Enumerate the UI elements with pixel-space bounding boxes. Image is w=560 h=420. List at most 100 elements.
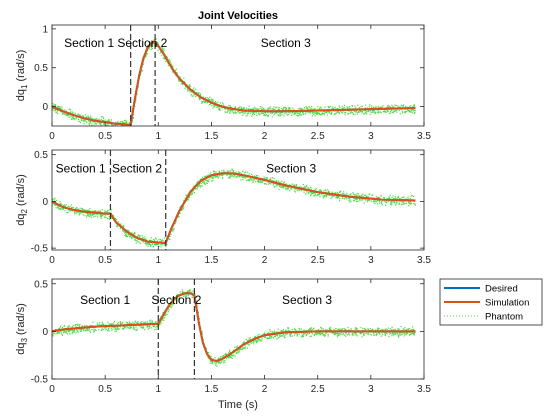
phantom-point — [86, 121, 88, 123]
phantom-point — [280, 335, 282, 337]
phantom-point — [304, 333, 306, 335]
phantom-point — [259, 181, 261, 183]
phantom-point — [156, 321, 158, 323]
phantom-point — [410, 195, 412, 197]
phantom-point — [282, 330, 284, 332]
phantom-point — [391, 201, 393, 203]
phantom-point — [245, 115, 247, 117]
phantom-point — [84, 325, 86, 327]
phantom-point — [70, 207, 72, 209]
phantom-point — [187, 197, 189, 199]
phantom-point — [261, 337, 263, 339]
phantom-point — [102, 119, 104, 122]
phantom-point — [344, 334, 346, 336]
phantom-point — [139, 74, 142, 76]
phantom-point — [349, 112, 351, 114]
phantom-point — [112, 326, 114, 328]
phantom-point — [255, 111, 258, 113]
phantom-point — [355, 111, 357, 113]
phantom-point — [71, 331, 74, 333]
phantom-point — [281, 114, 283, 116]
phantom-point — [199, 93, 201, 95]
phantom-point — [65, 114, 67, 116]
phantom-point — [313, 335, 316, 337]
phantom-point — [69, 109, 71, 111]
phantom-point — [260, 108, 262, 110]
phantom-point — [340, 190, 342, 192]
phantom-point — [100, 116, 102, 118]
phantom-point — [413, 106, 415, 108]
phantom-point — [357, 193, 360, 195]
phantom-point — [162, 47, 164, 49]
phantom-point — [125, 234, 127, 236]
phantom-point — [83, 118, 85, 120]
phantom-point — [302, 111, 305, 113]
phantom-point — [172, 71, 174, 73]
phantom-point — [400, 332, 402, 334]
phantom-point — [130, 236, 132, 238]
phantom-point — [356, 200, 358, 203]
phantom-point — [120, 323, 122, 325]
phantom-point — [319, 333, 321, 335]
phantom-point — [172, 304, 174, 306]
phantom-point — [84, 114, 86, 116]
phantom-point — [339, 200, 341, 202]
phantom-point — [298, 333, 300, 335]
phantom-point — [71, 206, 73, 209]
phantom-point — [70, 116, 72, 118]
x-tick-label: 1.5 — [204, 384, 218, 395]
phantom-point — [251, 179, 253, 181]
phantom-point — [293, 185, 296, 187]
phantom-point — [211, 363, 213, 365]
phantom-point — [61, 203, 63, 205]
phantom-point — [298, 327, 300, 329]
phantom-point — [278, 115, 280, 117]
phantom-point — [377, 106, 379, 108]
phantom-point — [305, 335, 307, 337]
phantom-point — [325, 332, 327, 334]
phantom-point — [126, 128, 127, 129]
phantom-point — [163, 50, 165, 52]
phantom-point — [267, 337, 269, 339]
phantom-point — [188, 196, 190, 198]
section-label-2: Section 2 — [117, 36, 167, 50]
phantom-point — [274, 113, 276, 115]
phantom-point — [288, 188, 290, 190]
phantom-point — [259, 106, 262, 108]
phantom-point — [265, 336, 267, 338]
phantom-point — [305, 334, 308, 336]
phantom-point — [209, 172, 211, 174]
phantom-point — [163, 48, 165, 50]
phantom-point — [325, 110, 328, 112]
phantom-point — [229, 177, 231, 179]
phantom-point — [68, 108, 70, 110]
phantom-point — [320, 108, 323, 110]
phantom-point — [197, 312, 199, 314]
phantom-point — [237, 111, 239, 113]
phantom-point — [253, 106, 255, 108]
phantom-point — [290, 335, 292, 337]
phantom-point — [59, 203, 61, 205]
phantom-point — [155, 40, 157, 42]
phantom-point — [59, 203, 61, 205]
phantom-point — [125, 127, 126, 128]
phantom-point — [106, 120, 108, 122]
phantom-point — [179, 206, 181, 209]
phantom-point — [219, 109, 221, 111]
phantom-point — [173, 227, 175, 229]
phantom-point — [90, 214, 92, 216]
phantom-point — [103, 122, 105, 124]
phantom-point — [294, 191, 296, 193]
phantom-point — [280, 182, 282, 184]
phantom-point — [120, 125, 122, 126]
phantom-point — [178, 215, 180, 217]
phantom-point — [165, 312, 167, 314]
phantom-point — [219, 362, 221, 364]
phantom-point — [217, 174, 219, 177]
phantom-point — [321, 193, 323, 195]
phantom-point — [301, 190, 303, 192]
phantom-point — [56, 332, 58, 334]
phantom-point — [148, 327, 150, 329]
phantom-point — [205, 179, 207, 181]
phantom-point — [291, 107, 293, 109]
